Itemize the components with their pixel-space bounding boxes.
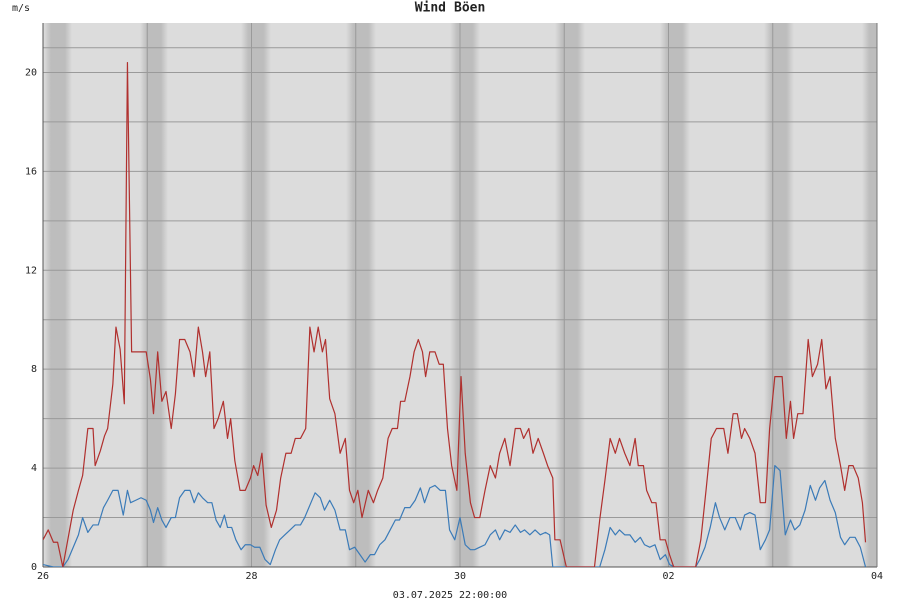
night-band <box>862 23 877 567</box>
x-tick-label: 04 <box>871 571 883 582</box>
night-band <box>346 23 376 567</box>
y-tick-label: 4 <box>31 463 37 474</box>
x-tick-label: 02 <box>662 571 674 582</box>
series-line <box>43 61 867 567</box>
night-band <box>555 23 585 567</box>
night-band <box>660 23 690 567</box>
x-tick-label: 28 <box>245 571 257 582</box>
night-band <box>241 23 271 567</box>
y-tick-label: 0 <box>31 562 37 573</box>
night-band <box>450 23 480 567</box>
y-tick-label: 8 <box>31 364 37 375</box>
footer-timestamp: 03.07.2025 22:00:00 <box>393 590 507 600</box>
night-bands <box>44 23 877 567</box>
series-line <box>43 465 867 567</box>
x-tick-label: 26 <box>37 571 49 582</box>
y-tick-label: 16 <box>25 166 37 177</box>
x-tick-label: 30 <box>454 571 466 582</box>
legend-wind: Wind <box>415 1 446 16</box>
night-band <box>44 23 72 567</box>
y-tick-label: 20 <box>25 67 37 78</box>
series-group <box>43 61 867 567</box>
y-tick-label: 12 <box>25 265 37 276</box>
night-band <box>140 23 168 567</box>
y-axis-label: m/s <box>12 3 30 14</box>
legend-gusts: Böen <box>454 1 485 16</box>
night-band <box>764 23 794 567</box>
